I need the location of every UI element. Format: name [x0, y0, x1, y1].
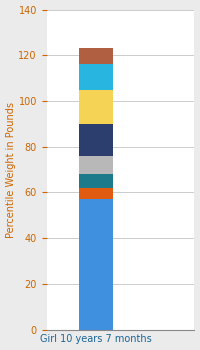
Y-axis label: Percentile Weight in Pounds: Percentile Weight in Pounds: [6, 102, 16, 238]
Bar: [79, 64, 113, 90]
Bar: [79, 174, 113, 188]
Bar: [79, 188, 113, 199]
Bar: [79, 48, 113, 64]
Bar: [79, 124, 113, 156]
Bar: [79, 90, 113, 124]
Bar: [79, 199, 113, 330]
Bar: [79, 156, 113, 174]
